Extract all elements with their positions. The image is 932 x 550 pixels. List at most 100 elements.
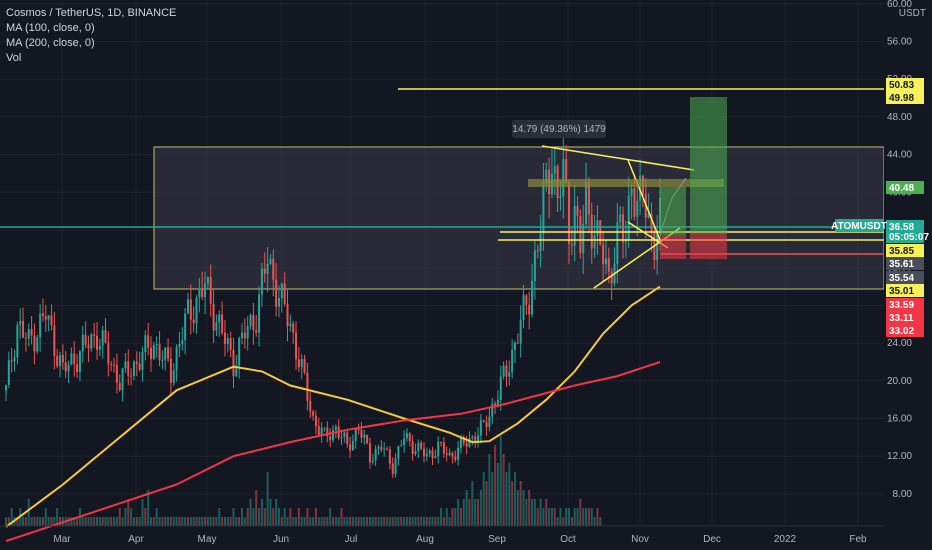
candle-body [115,364,118,384]
volume-bar [189,517,192,526]
volume-bar [101,517,104,526]
candle-body [5,384,7,391]
volume-bar [178,517,181,526]
volume-bar [343,517,346,526]
long-target-box [690,97,727,234]
candle-body [508,372,511,377]
candle-body [138,363,141,370]
candle-body [90,334,93,349]
candle-body [465,443,468,447]
candle-body [479,420,482,436]
volume-bar [53,517,56,526]
volume-bar [150,517,153,526]
indicator-ma-200[interactable]: MA (200, close, 0) [6,37,95,49]
ma-200-line [5,361,661,543]
candle-body [44,316,47,320]
symbol-title[interactable]: Cosmos / TetherUS, 1D, BINANCE [6,7,177,19]
volume-bar [388,517,391,526]
volume-bar [471,481,474,526]
candle-body [289,323,292,327]
candle-body [627,195,630,240]
candle-body [488,416,491,428]
volume-bar [494,445,497,526]
volume-bar [434,517,437,526]
volume-bar [414,517,417,526]
volume-bar [536,508,539,526]
volume-bar [201,517,204,526]
volume-bar [360,517,363,526]
volume-bar [391,517,394,526]
candle-body [604,258,607,265]
candle-body [377,446,380,449]
volume-bar [474,499,477,526]
candle-body [650,213,653,232]
volume-bar [81,517,84,526]
volume-bar [306,508,309,526]
volume-bar [263,508,266,526]
x-tick-label: Apr [128,534,144,545]
candle-body [189,299,192,320]
candle-body [130,375,133,377]
volume-bar [386,517,389,526]
candle-body [513,342,516,350]
candle-body [113,364,116,366]
volume-bar [184,517,187,526]
candle-body [107,342,110,365]
candle-body [155,344,158,346]
volume-bar [371,517,374,526]
candle-body [536,250,539,252]
candle-body [440,441,443,443]
x-tick-label: Jul [345,534,358,545]
candle-body [215,322,218,331]
candle-body [562,159,565,197]
volume-bar [593,517,596,526]
volume-bar [420,517,423,526]
candle-body [545,169,548,183]
candle-body [482,420,485,423]
volume-bar [118,508,121,526]
indicator-ma-100[interactable]: MA (100, close, 0) [6,22,95,34]
price-tag [886,298,924,311]
candle-body [400,445,403,447]
candle-body [306,372,309,401]
volume-bar [491,472,494,526]
candle-body [232,349,235,377]
chart-legend: Cosmos / TetherUS, 1D, BINANCE MA (100, … [6,6,176,66]
candle-body [414,450,417,455]
candle-body [127,361,130,376]
volume-bar [374,517,377,526]
volume-bar [422,517,425,526]
candle-body [437,441,440,457]
candle-body [24,337,27,339]
price-tag-label: 36.58 [889,222,914,233]
candle-body [218,314,221,323]
volume-bar [16,517,19,526]
candle-body [462,437,465,444]
volume-bar [405,517,408,526]
price-tag [886,271,924,284]
candle-body [371,460,374,463]
candle-body [542,182,545,234]
candle-body [368,443,371,463]
volume-bar [275,499,278,526]
volume-bar [522,490,525,526]
volume-bar [550,508,553,526]
volume-bar [425,517,428,526]
candle-body [132,361,135,376]
volume-bar [161,517,164,526]
volume-bar [428,517,431,526]
candle-body [519,319,522,344]
candle-body [559,196,562,198]
candle-body [39,313,42,338]
price-tag [886,311,924,324]
candle-body [266,263,269,274]
volume-bar [238,517,241,526]
indicator-volume[interactable]: Vol [6,52,22,64]
candle-body [445,453,448,456]
candle-body [366,435,369,444]
candle-body [235,365,238,377]
volume-bar [462,499,465,526]
volume-bar [440,508,443,526]
volume-bar [164,517,167,526]
